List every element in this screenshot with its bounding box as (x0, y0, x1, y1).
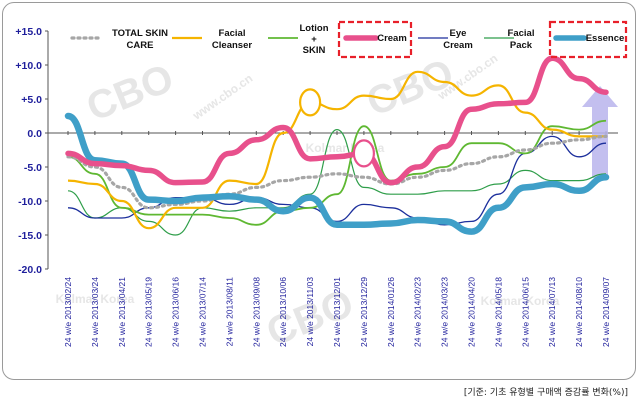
x-tick-label: 24 w/e 2013/10/06 (278, 277, 288, 347)
x-tick-label: 24 w/e 2014/02/23 (413, 277, 423, 347)
watermark-text: CBO (81, 56, 180, 130)
legend-label-eye: Eye Cream (443, 28, 473, 51)
x-tick-label: 24 w/e 2013/04/21 (117, 277, 127, 347)
y-tick-label: -5.0 (24, 162, 42, 174)
series-line-essence (64, 112, 610, 235)
y-tick-label: -10.0 (18, 196, 42, 208)
series-line-cream (65, 55, 609, 186)
legend-label-essence: Essence (586, 33, 625, 44)
watermark-text: Kolmar Korea (56, 292, 135, 306)
legend-label-lotion: Lotion + SKIN (299, 23, 328, 56)
watermark-text: Kolmar Korea (481, 294, 560, 308)
x-tick-label: 24 w/e 2013/06/16 (171, 277, 181, 347)
up-arrow-icon (582, 86, 618, 178)
x-tick-label: 24 w/e 2014/05/18 (493, 277, 503, 347)
x-tick-label: 24 w/e 2013/03/24 (90, 277, 100, 347)
series-line-lotion (67, 119, 607, 226)
watermark-text: www.cbo.cn (189, 71, 255, 123)
x-tick-label: 24 w/e 2014/03/23 (440, 277, 450, 347)
x-tick-label: 24 w/e 2013/11/03 (305, 277, 315, 347)
legend-label-total: TOTAL SKIN CARE (112, 28, 168, 51)
y-tick-label: -15.0 (18, 230, 42, 242)
y-tick-label: 0.0 (27, 128, 42, 140)
x-tick-label: 24 w/e 2014/08/10 (574, 277, 584, 347)
y-tick-label: +15.0 (15, 26, 42, 38)
x-tick-label: 24 w/e 2014/06/15 (520, 277, 530, 347)
footnote: [기준: 기초 유형별 구매액 증감률 변화(%)] (463, 388, 628, 398)
y-tick-label: +5.0 (21, 94, 42, 106)
series-line-eye (67, 135, 607, 226)
series-line-pack (67, 129, 607, 236)
x-tick-label: 24 w/e 2014/09/07 (601, 277, 611, 347)
highlight-circle (299, 88, 322, 117)
legend-highlight-box (548, 20, 628, 59)
highlight-circle (352, 139, 375, 168)
x-tick-label: 24 w/e 2013/02/24 (63, 277, 73, 347)
legend-label-cleanser: Facial Cleanser (212, 28, 252, 51)
x-tick-label: 24 w/e 2013/12/29 (359, 277, 369, 347)
legend-highlight-box (337, 20, 413, 59)
x-tick-label: 24 w/e 2013/07/14 (198, 277, 208, 347)
series-line-total (66, 134, 608, 210)
x-tick-label: 24 w/e 2013/09/08 (251, 277, 261, 347)
x-tick-label: 24 w/e 2014/01/26 (386, 277, 396, 347)
x-tick-label: 24 w/e 2014/04/20 (467, 277, 477, 347)
x-tick-label: 24 w/e 2013/12/01 (332, 277, 342, 347)
legend-label-cream: Cream (377, 33, 407, 44)
x-tick-label: 24 w/e 2013/08/11 (224, 277, 234, 347)
y-tick-label: +10.0 (15, 60, 42, 72)
x-tick-label: 24 w/e 2014/07/13 (547, 277, 557, 347)
y-tick-label: -20.0 (18, 264, 42, 276)
x-tick-label: 24 w/e 2013/05/19 (144, 277, 154, 347)
legend-label-pack: Facial Pack (508, 28, 535, 51)
series-line-cleanser (67, 70, 606, 230)
